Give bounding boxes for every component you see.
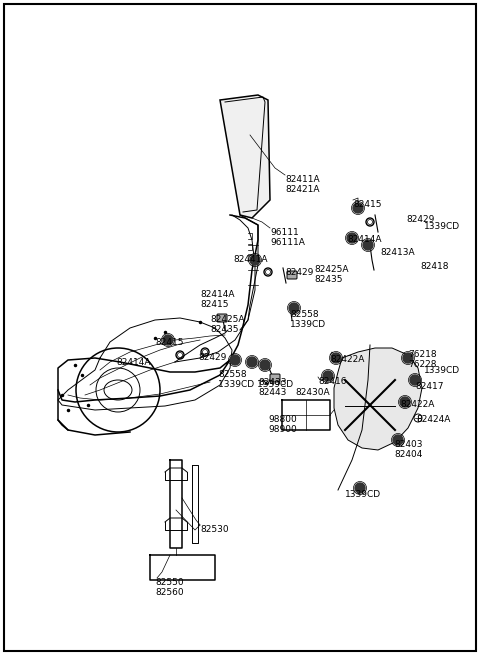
Text: 82416: 82416 xyxy=(318,377,347,386)
Text: 82430A: 82430A xyxy=(295,388,330,397)
Circle shape xyxy=(250,255,260,265)
Text: 82418: 82418 xyxy=(420,262,448,271)
Circle shape xyxy=(363,240,373,250)
Text: 82422A: 82422A xyxy=(330,355,364,364)
Circle shape xyxy=(331,353,341,363)
Text: 82425A
82435: 82425A 82435 xyxy=(314,265,348,284)
Text: 82415: 82415 xyxy=(155,338,183,347)
Text: 82414A: 82414A xyxy=(347,235,382,244)
Circle shape xyxy=(403,353,413,363)
Polygon shape xyxy=(220,95,270,218)
Text: 82433
82443: 82433 82443 xyxy=(258,378,287,398)
Text: 82530: 82530 xyxy=(200,525,228,534)
Text: 82414A: 82414A xyxy=(116,358,151,367)
Circle shape xyxy=(355,483,365,493)
Circle shape xyxy=(323,371,333,381)
Text: 82441A: 82441A xyxy=(233,255,267,264)
Text: 98800
98900: 98800 98900 xyxy=(268,415,297,434)
Text: 82558
1339CD: 82558 1339CD xyxy=(290,310,326,329)
FancyBboxPatch shape xyxy=(217,314,227,322)
Text: 82429: 82429 xyxy=(406,215,434,224)
Text: 96111
96111A: 96111 96111A xyxy=(270,228,305,248)
Text: 1339CD: 1339CD xyxy=(424,366,460,375)
Text: 82550
82560: 82550 82560 xyxy=(155,578,184,597)
Text: 1339CD: 1339CD xyxy=(424,222,460,231)
Text: 82411A
82421A: 82411A 82421A xyxy=(285,175,320,195)
Text: 82414A
82415: 82414A 82415 xyxy=(200,290,235,309)
Circle shape xyxy=(230,355,240,365)
Text: 82403
82404: 82403 82404 xyxy=(394,440,422,459)
Text: 82429: 82429 xyxy=(198,353,227,362)
Text: 82424A: 82424A xyxy=(416,415,450,424)
Circle shape xyxy=(247,357,257,367)
Text: 82417: 82417 xyxy=(415,382,444,391)
Text: 82415: 82415 xyxy=(353,200,382,209)
Circle shape xyxy=(347,233,357,243)
Circle shape xyxy=(410,375,420,385)
Circle shape xyxy=(289,303,299,313)
Text: 82429: 82429 xyxy=(285,268,313,277)
Circle shape xyxy=(163,335,173,345)
Circle shape xyxy=(260,360,270,370)
Circle shape xyxy=(353,203,363,213)
Circle shape xyxy=(393,435,403,445)
FancyBboxPatch shape xyxy=(270,374,280,382)
Text: 76218
76228: 76218 76228 xyxy=(408,350,437,369)
Text: 82422A: 82422A xyxy=(400,400,434,409)
Text: 82425A
82435: 82425A 82435 xyxy=(210,315,244,335)
Polygon shape xyxy=(334,348,422,450)
Text: 82558
1339CD 1339CD: 82558 1339CD 1339CD xyxy=(218,370,293,390)
FancyBboxPatch shape xyxy=(287,271,297,279)
Text: 1339CD: 1339CD xyxy=(345,490,381,499)
Circle shape xyxy=(400,397,410,407)
Text: 82413A: 82413A xyxy=(380,248,415,257)
